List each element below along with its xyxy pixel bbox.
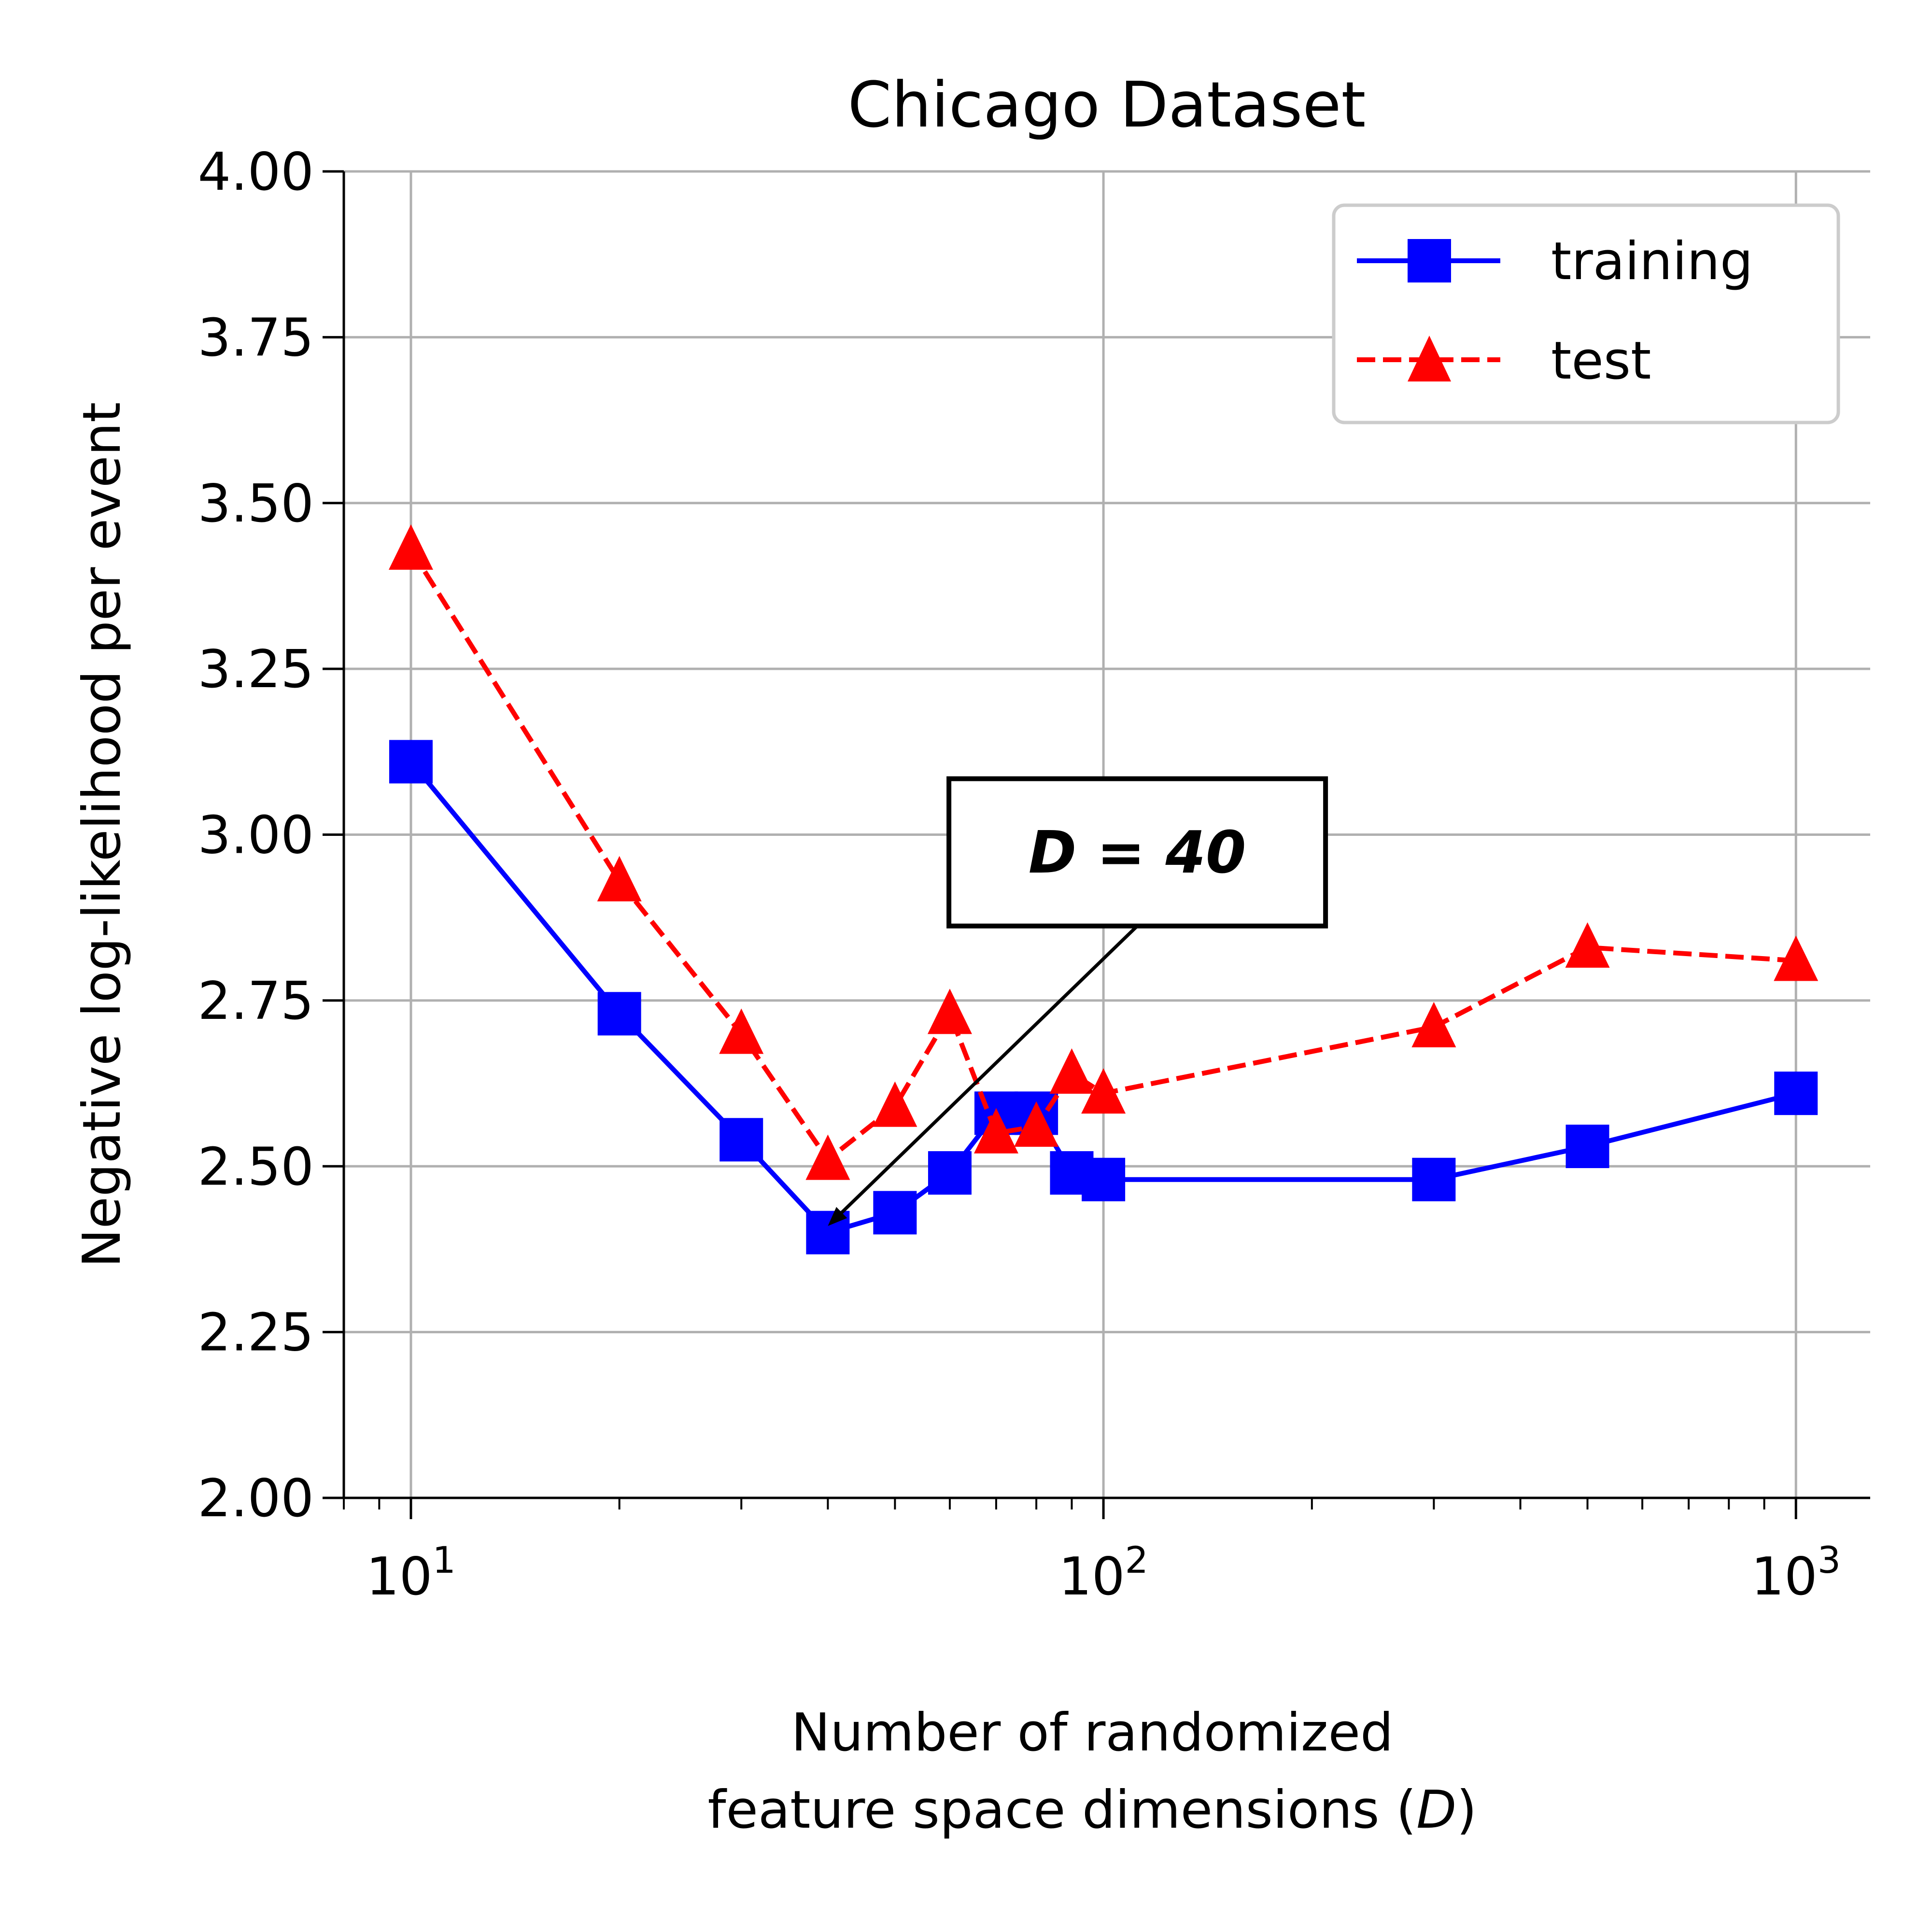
x-axis-label-prefix: feature space dimensions ( xyxy=(708,1780,1417,1840)
y-tick-label: 2.25 xyxy=(198,1303,314,1363)
x-tick-exponent: 3 xyxy=(1818,1538,1841,1581)
x-tick-label: 102 xyxy=(1058,1538,1148,1607)
x-axis-label-line2: feature space dimensions (D) xyxy=(708,1780,1477,1840)
x-tick-base: 10 xyxy=(1058,1547,1125,1607)
data-point-test xyxy=(973,1108,1018,1154)
annotation-arrow xyxy=(840,925,1139,1214)
legend-test-marker xyxy=(1408,336,1451,381)
y-tick-label: 2.00 xyxy=(198,1468,314,1529)
annotation-text: D = 40 xyxy=(1029,819,1246,887)
data-point-test xyxy=(1081,1068,1126,1114)
annotation-box xyxy=(946,776,1328,929)
data-point-test xyxy=(388,524,433,570)
legend-training-marker xyxy=(1408,239,1451,282)
x-tick-exponent: 1 xyxy=(433,1538,456,1581)
data-point-test xyxy=(1049,1048,1094,1094)
data-point-test xyxy=(597,856,642,902)
x-axis-label-suffix: ) xyxy=(1456,1780,1477,1840)
data-point-training xyxy=(719,1118,763,1162)
x-axis-label-line1: Number of randomized xyxy=(791,1703,1393,1763)
data-point-test xyxy=(873,1081,917,1127)
data-point-test xyxy=(927,988,972,1034)
data-point-training xyxy=(1565,1125,1609,1169)
x-tick-base: 10 xyxy=(366,1547,432,1607)
x-axis-label-var: D xyxy=(1416,1780,1456,1840)
data-point-test xyxy=(1014,1101,1059,1147)
y-tick-label: 2.75 xyxy=(198,971,314,1031)
y-axis-label: Negative log-likelihood per event xyxy=(72,402,132,1268)
y-tick-label: 4.00 xyxy=(198,142,314,202)
y-tick-label: 3.25 xyxy=(198,639,314,700)
data-point-test xyxy=(805,1134,850,1180)
y-tick-label: 2.50 xyxy=(198,1137,314,1197)
data-point-training xyxy=(1082,1157,1126,1201)
chart-title: Chicago Dataset xyxy=(848,68,1366,141)
legend-test-label: test xyxy=(1551,331,1651,391)
y-tick-label: 3.50 xyxy=(198,474,314,534)
y-tick-label: 3.00 xyxy=(198,805,314,866)
data-point-test xyxy=(1774,935,1819,981)
series xyxy=(388,524,1819,1255)
y-tick-label: 3.75 xyxy=(198,308,314,368)
data-point-training xyxy=(1412,1157,1456,1201)
data-point-test xyxy=(1411,1001,1456,1047)
data-point-test xyxy=(1565,922,1610,968)
data-point-training xyxy=(597,992,641,1036)
data-point-training xyxy=(1774,1072,1818,1115)
data-point-test xyxy=(719,1008,764,1054)
annotation-arrowhead xyxy=(828,1207,847,1226)
x-tick-base: 10 xyxy=(1751,1547,1817,1607)
annotation: D = 40 xyxy=(828,776,1328,1226)
data-point-training xyxy=(389,740,433,784)
x-tick-label: 103 xyxy=(1751,1538,1841,1607)
data-point-training xyxy=(873,1191,917,1235)
legend-training-label: training xyxy=(1551,231,1753,292)
x-tick-label: 101 xyxy=(366,1538,456,1607)
x-tick-exponent: 2 xyxy=(1125,1538,1148,1581)
data-point-training xyxy=(928,1151,972,1195)
legend: training test xyxy=(1332,203,1840,424)
